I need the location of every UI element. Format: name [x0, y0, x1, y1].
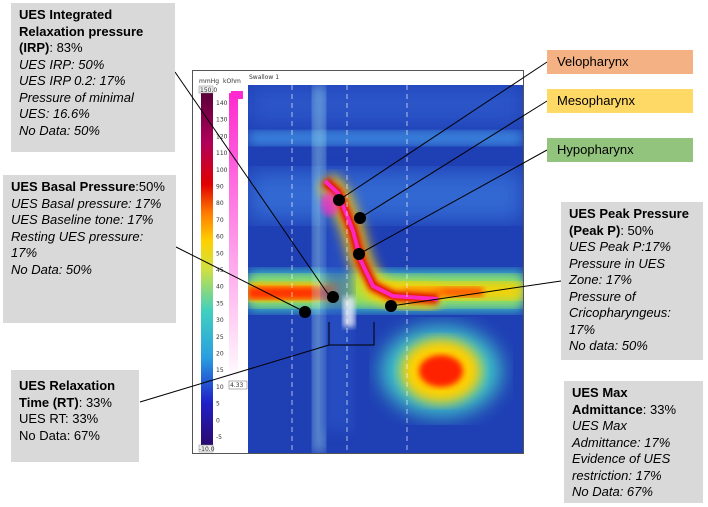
pressure-tick-label: 0 [216, 417, 220, 424]
pressure-tick-label: 80 [216, 200, 224, 207]
pressure-tick-label: 120 [216, 133, 228, 140]
swallow-header: Swallow 1 [249, 74, 279, 81]
irp-percent: : 83% [49, 40, 83, 55]
hrm-plot-graphic: mmHg kOhm 150.0 -10.0 140130120110100908… [198, 74, 523, 453]
pressure-tick-label: 25 [216, 334, 224, 341]
irp-marker [327, 291, 339, 303]
pressure-tick-label: 10 [216, 384, 224, 391]
spatiotemporal-plot [248, 85, 523, 453]
ues-peak-box: UES Peak Pressure (Peak P): 50% UES Peak… [561, 202, 703, 360]
pressure-tick-label: 50 [216, 250, 224, 257]
adm-item: No Data: 67% [572, 484, 653, 499]
adm-title: UES Max Admittance [572, 385, 643, 417]
irp-title: UES Integrated Relaxation pressure (IRP) [19, 7, 144, 55]
hypopharynx-leader-line [358, 149, 548, 255]
impedance-value: 4.33 [230, 382, 244, 389]
adm-percent: : 33% [642, 401, 677, 417]
pressure-tick-label: -5 [216, 434, 222, 441]
pressure-tick-label: 110 [216, 150, 228, 157]
relaxation-time-bracket [328, 322, 375, 346]
irp-item: Pressure of minimal UES: 16.6% [19, 89, 134, 122]
basal-item: UES Baseline tone: 17% [11, 212, 154, 227]
basal-item: Resting UES pressure: 17% [11, 228, 144, 261]
ues-irp-box: UES Integrated Relaxation pressure (IRP)… [11, 3, 175, 152]
pressure-tick-label: 90 [216, 184, 224, 191]
peak-title: UES Peak Pressure (Peak P) [569, 206, 689, 238]
mesopharynx-marker [354, 212, 366, 224]
impedance-color-scale [229, 93, 238, 383]
peak-percent: : 50% [620, 222, 654, 238]
basal-leader-line [175, 246, 304, 312]
peak-item: No data: 50% [569, 338, 648, 353]
ues-rt-box: UES Relaxation Time (RT): 33% UES RT: 33… [11, 370, 139, 462]
rt-leader-line [139, 344, 330, 403]
peak-item: Pressure of Cricopharyngeus: 17% [569, 288, 671, 337]
pressure-unit: mmHg [199, 78, 219, 85]
hypopharynx-label: Hypopharynx [547, 138, 693, 162]
irp-item: UES IRP: 50% [19, 56, 105, 72]
pressure-bottom-value: -10.0 [199, 446, 215, 453]
pressure-color-scale [201, 93, 213, 445]
adm-item: Evidence of UES restriction: 17% [572, 451, 671, 483]
basal-item: No Data: 50% [11, 261, 92, 277]
pressure-tick-label: 30 [216, 317, 224, 324]
basal-marker [299, 306, 311, 318]
rt-percent: : 33% [78, 394, 112, 410]
pressure-tick-label: 40 [216, 284, 224, 291]
pressure-topography-plot: mmHg kOhm 150.0 -10.0 140 130 120 110 100 90 8… [192, 70, 524, 454]
irp-item: UES IRP 0.2: 17% [19, 73, 126, 88]
rt-item: No Data: 67% [19, 427, 100, 443]
pressure-tick-label: 15 [216, 367, 224, 374]
pressure-tick-label: 45 [216, 267, 224, 274]
peak-leader-line [390, 280, 562, 307]
basal-title: UES Basal Pressure [11, 179, 136, 194]
pressure-tick-label: 130 [216, 117, 228, 124]
adm-item: UES Max Admittance: 17% [572, 418, 671, 450]
pressure-tick-label: 35 [216, 300, 224, 307]
pressure-tick-label: 20 [216, 351, 224, 358]
pressure-tick-label: 70 [216, 217, 224, 224]
rt-title: UES Relaxation Time (RT) [19, 378, 116, 410]
velopharynx-label: Velopharynx [547, 50, 693, 74]
peak-item: UES Peak P:17% [569, 239, 671, 254]
peak-marker [385, 300, 397, 312]
pressure-tick-labels: 1401301201101009080706050454035302520151… [216, 100, 228, 441]
pressure-tick-label: 100 [216, 167, 228, 174]
velopharynx-marker [333, 194, 345, 206]
basal-item: UES Basal pressure: 17% [11, 195, 162, 211]
pressure-tick-label: 60 [216, 234, 224, 241]
irp-item: No Data: 50% [19, 122, 100, 138]
ues-basal-box: UES Basal Pressure:50% UES Basal pressur… [3, 175, 176, 323]
basal-percent: :50% [135, 179, 165, 194]
peak-item: Pressure in UES Zone: 17% [569, 255, 666, 288]
mesopharynx-leader-line [359, 100, 548, 219]
pressure-tick-label: 140 [216, 100, 228, 107]
ues-admittance-box: UES Max Admittance: 33% UES Max Admittan… [564, 381, 703, 503]
velopharynx-leader-line [338, 61, 548, 201]
irp-leader-line [174, 71, 329, 295]
impedance-unit: kOhm [223, 78, 241, 85]
hypopharynx-marker [353, 248, 365, 260]
pressure-top-value: 150.0 [200, 87, 217, 94]
pressure-tick-label: 5 [216, 401, 220, 408]
rt-item: UES RT: 33% [19, 411, 99, 426]
mesopharynx-label: Mesopharynx [547, 89, 693, 113]
